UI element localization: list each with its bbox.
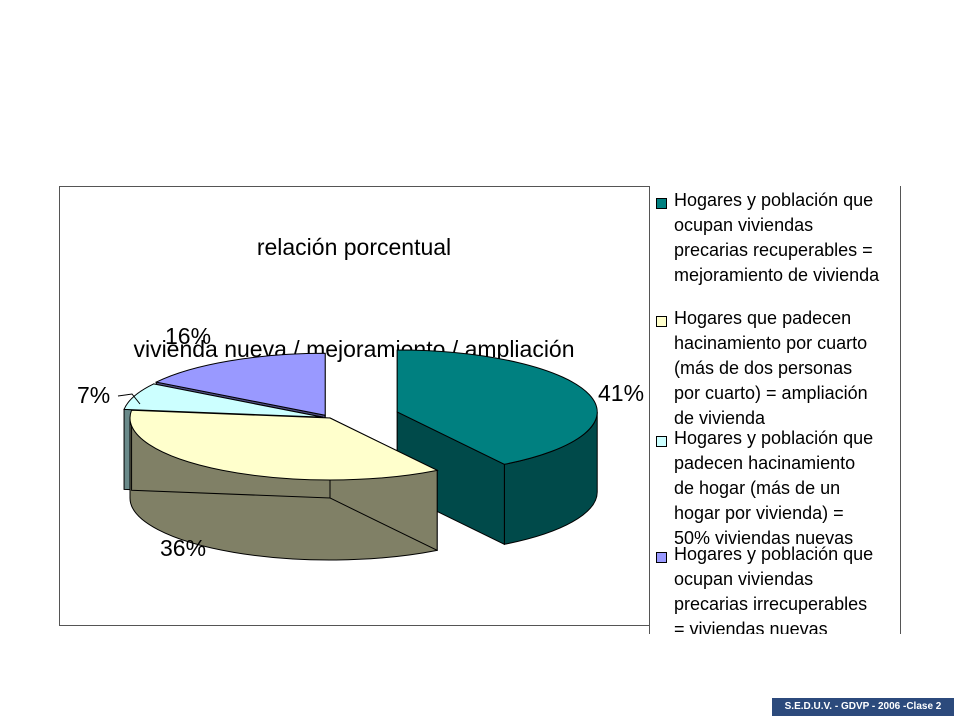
slice-label-mejoramiento: 41%: [598, 380, 645, 406]
pie-slice-top-ampliacion: [129, 409, 439, 481]
legend-label-ampliacion: Hogares que padecen hacinamiento por cua…: [674, 308, 868, 428]
chart-title-line-1: relación porcentual: [256, 234, 452, 260]
chart-legend: Hogares y población que ocupan viviendas…: [649, 186, 901, 634]
slice-label-ampliacion: 36%: [160, 535, 207, 561]
slice-label-irrecuperables: 16%: [165, 323, 212, 349]
legend-label-mejoramiento: Hogares y población que ocupan viviendas…: [674, 190, 880, 285]
pie-slice-top-irrecuperables: [154, 352, 326, 416]
chart-title: relación porcentual vivienda nueva / mej…: [59, 196, 649, 366]
legend-swatch-hacinamiento-hogar: [656, 436, 667, 447]
chart-title-line-2: vivienda nueva / mejoramiento / ampliaci…: [133, 336, 575, 362]
leader-line-hacinamiento-hogar: [117, 393, 141, 405]
legend-swatch-ampliacion: [656, 316, 667, 327]
slice-label-hacinamiento-hogar: 7%: [77, 382, 111, 408]
legend-label-irrecuperables: Hogares y población que ocupan viviendas…: [674, 544, 874, 634]
footer-badge: S.E.D.U.V. - GDVP - 2006 -Clase 2: [772, 698, 954, 716]
pie-slice-top-mejoramiento: [396, 349, 598, 465]
legend-swatch-irrecuperables: [656, 552, 667, 563]
legend-swatch-mejoramiento: [656, 198, 667, 209]
pie-slice-mejoramiento: [396, 349, 598, 546]
legend-label-hacinamiento-hogar: Hogares y población que padecen hacinami…: [674, 428, 874, 548]
